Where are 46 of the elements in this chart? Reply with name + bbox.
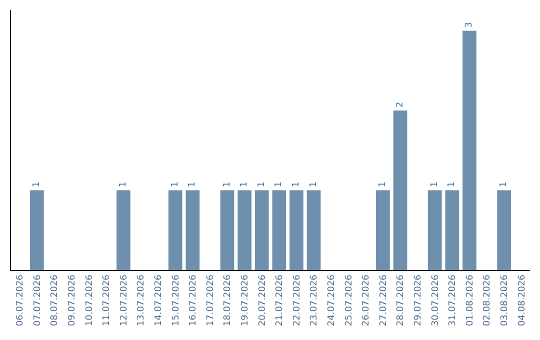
x-tick-label: 04.08.2026 bbox=[517, 274, 528, 326]
data-label: 1 bbox=[170, 182, 180, 188]
data-label: 1 bbox=[447, 182, 458, 188]
x-tick-label: 24.07.2026 bbox=[326, 274, 337, 326]
data-label: 1 bbox=[430, 182, 440, 188]
x-tick-label: 03.08.2026 bbox=[500, 274, 510, 326]
x-tick-label: 21.07.2026 bbox=[275, 274, 286, 326]
data-label: 1 bbox=[240, 182, 250, 188]
data-label: 1 bbox=[222, 182, 232, 188]
x-tick-label: 29.07.2026 bbox=[413, 274, 424, 326]
data-label: 1 bbox=[499, 182, 510, 188]
x-tick-label: 06.07.2026 bbox=[16, 274, 26, 326]
data-label: 1 bbox=[188, 182, 198, 188]
x-tick-label: 28.07.2026 bbox=[396, 274, 406, 326]
data-label: 2 bbox=[395, 102, 406, 108]
x-tick-label: 02.08.2026 bbox=[482, 274, 493, 326]
x-tick-label: 11.07.2026 bbox=[102, 274, 112, 326]
data-label: 1 bbox=[308, 182, 319, 188]
x-tick-label: 16.07.2026 bbox=[188, 274, 199, 326]
data-label: 1 bbox=[274, 182, 284, 188]
x-tick-label: 13.07.2026 bbox=[136, 274, 147, 326]
x-tick-label: 14.07.2026 bbox=[154, 274, 164, 326]
x-tick-label: 17.07.2026 bbox=[206, 274, 216, 326]
x-tick-label: 12.07.2026 bbox=[119, 274, 130, 326]
data-label: 1 bbox=[32, 182, 42, 188]
x-tick-label: 30.07.2026 bbox=[430, 274, 441, 326]
x-tick-label: 25.07.2026 bbox=[344, 274, 354, 326]
data-label: 1 bbox=[378, 182, 388, 188]
data-label: 1 bbox=[256, 182, 267, 188]
x-tick-label: 01.08.2026 bbox=[465, 274, 476, 326]
x-tick-label: 19.07.2026 bbox=[240, 274, 250, 326]
x-tick-label: 18.07.2026 bbox=[223, 274, 234, 326]
x-tick-label: 23.07.2026 bbox=[310, 274, 320, 326]
x-tick-label: 27.07.2026 bbox=[378, 274, 389, 326]
x-tick-label: 08.07.2026 bbox=[50, 274, 60, 326]
x-tick-label: 26.07.2026 bbox=[362, 274, 372, 326]
x-tick-label: 22.07.2026 bbox=[292, 274, 302, 326]
x-tick-label: 10.07.2026 bbox=[84, 274, 95, 326]
x-tick-label: 15.07.2026 bbox=[171, 274, 182, 326]
data-label: 1 bbox=[118, 182, 128, 188]
data-label: 1 bbox=[291, 182, 302, 188]
data-label: 3 bbox=[464, 22, 474, 28]
x-tick-label: 20.07.2026 bbox=[258, 274, 268, 326]
x-tick-label: 31.07.2026 bbox=[448, 274, 458, 326]
x-tick-label: 09.07.2026 bbox=[67, 274, 78, 326]
x-tick-label: 07.07.2026 bbox=[32, 274, 43, 326]
